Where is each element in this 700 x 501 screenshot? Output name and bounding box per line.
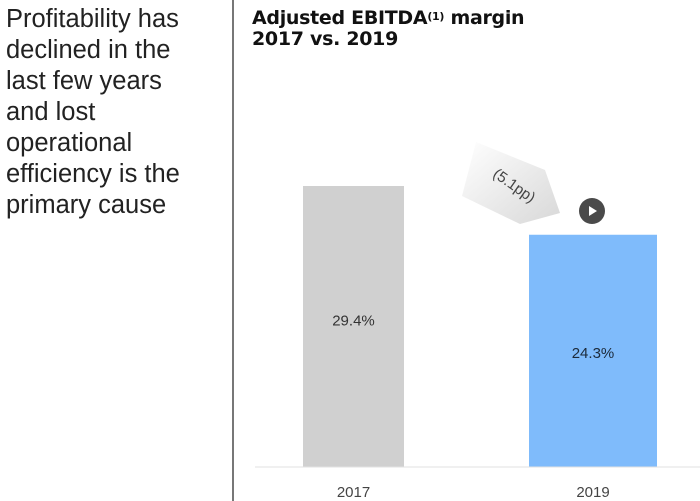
value-label: 24.3% <box>572 345 615 362</box>
value-label: 29.4% <box>332 313 375 330</box>
bar-2019 <box>529 234 657 467</box>
footnote-marker: (1) <box>427 10 445 23</box>
chart-subtitle: 2017 vs. 2019 <box>252 28 399 50</box>
chart-title-suffix: margin <box>444 7 525 29</box>
panel-divider <box>232 0 234 501</box>
play-button[interactable] <box>579 198 605 224</box>
headline-line: and lost <box>6 98 96 126</box>
change-arrow: (5.1pp) <box>462 142 560 224</box>
headline-line: last few years <box>6 67 162 95</box>
bar-2017 <box>303 186 404 467</box>
change-arrow-shape <box>462 142 560 224</box>
headline-line: declined in the <box>6 36 171 64</box>
headline-line: primary cause <box>6 191 167 219</box>
headline-line: Profitability has <box>6 5 179 33</box>
headline-text: Profitability has declined in the last f… <box>6 4 231 221</box>
chart-title-main: Adjusted EBITDA <box>252 7 428 29</box>
headline-line: efficiency is the <box>6 160 180 188</box>
x-tick-label: 2017 <box>337 484 370 501</box>
x-tick-label: 2019 <box>576 484 609 501</box>
chart-title: Adjusted EBITDA(1) margin 2017 vs. 2019 <box>252 7 525 50</box>
headline-line: operational <box>6 129 133 157</box>
